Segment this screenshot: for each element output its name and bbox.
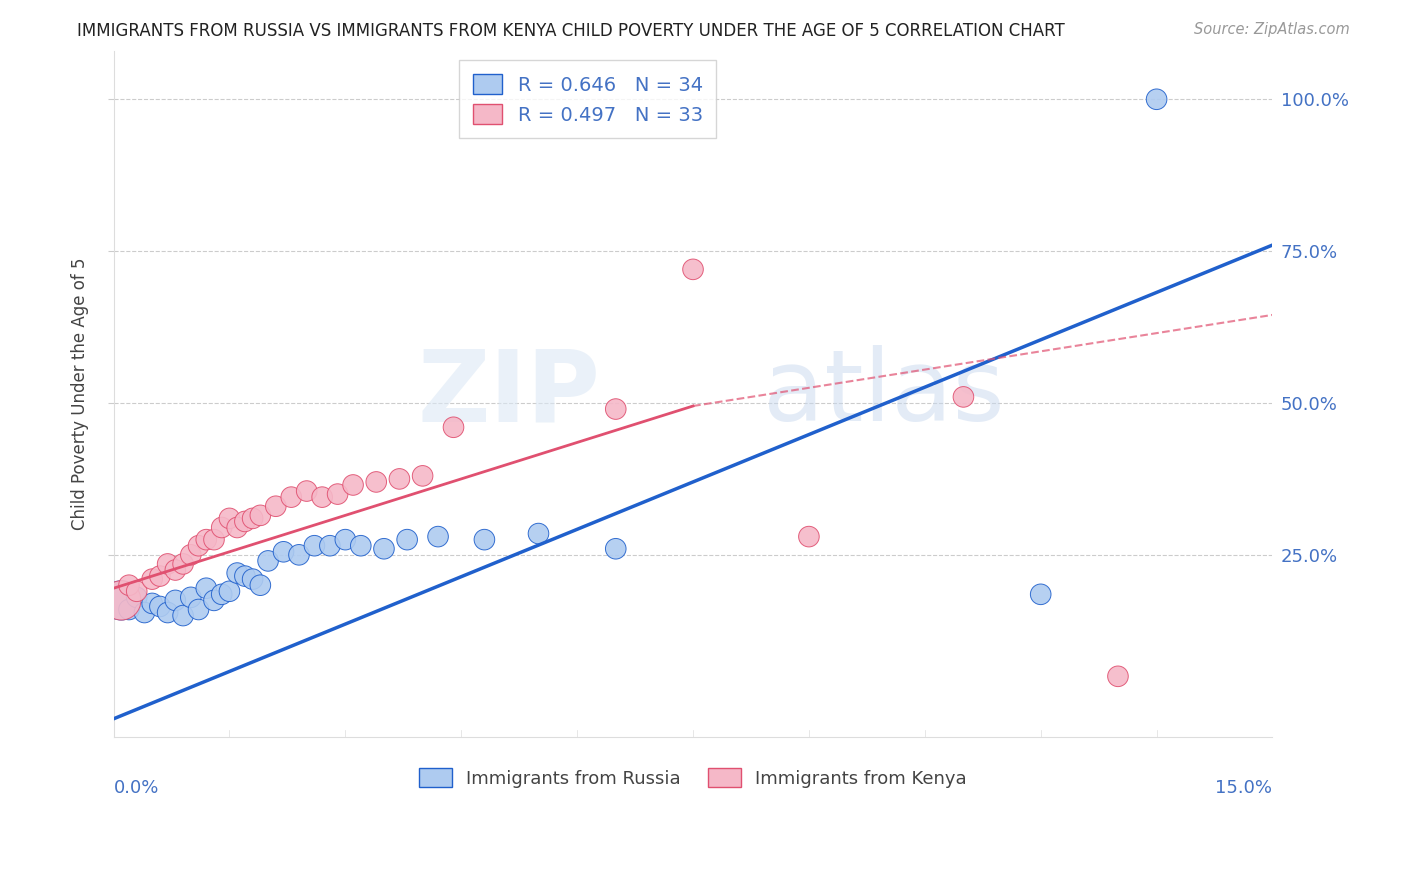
Text: atlas: atlas xyxy=(762,345,1004,442)
Point xyxy=(242,511,264,525)
Legend: R = 0.646   N = 34, R = 0.497   N = 33: R = 0.646 N = 34, R = 0.497 N = 33 xyxy=(460,61,717,138)
Point xyxy=(682,262,704,277)
Point xyxy=(1146,92,1168,106)
Text: Source: ZipAtlas.com: Source: ZipAtlas.com xyxy=(1194,22,1350,37)
Point xyxy=(141,572,163,586)
Point xyxy=(180,591,202,605)
Point xyxy=(172,608,194,623)
Point xyxy=(605,541,627,556)
Point xyxy=(195,533,218,547)
Point xyxy=(125,591,148,605)
Point xyxy=(952,390,974,404)
Point xyxy=(319,539,342,553)
Point xyxy=(366,475,388,489)
Text: 15.0%: 15.0% xyxy=(1215,779,1272,797)
Point xyxy=(149,599,172,614)
Point xyxy=(412,468,434,483)
Point xyxy=(335,533,357,547)
Point xyxy=(195,581,218,595)
Point xyxy=(288,548,311,562)
Point xyxy=(605,402,627,417)
Point xyxy=(311,490,333,504)
Point xyxy=(304,539,326,553)
Point xyxy=(264,500,287,514)
Point xyxy=(165,593,187,607)
Point xyxy=(202,593,225,607)
Point xyxy=(242,572,264,586)
Point xyxy=(226,566,249,580)
Point xyxy=(110,593,132,607)
Text: ZIP: ZIP xyxy=(418,345,600,442)
Point xyxy=(233,569,256,583)
Point xyxy=(388,472,411,486)
Point xyxy=(110,593,132,607)
Point xyxy=(233,515,256,529)
Point xyxy=(249,508,271,523)
Point xyxy=(180,548,202,562)
Point xyxy=(211,587,233,601)
Point xyxy=(134,606,156,620)
Point xyxy=(1029,587,1052,601)
Point xyxy=(118,578,141,592)
Point xyxy=(226,520,249,534)
Point xyxy=(141,596,163,610)
Point xyxy=(273,545,295,559)
Point xyxy=(257,554,280,568)
Point xyxy=(249,578,271,592)
Point xyxy=(443,420,465,434)
Point xyxy=(342,478,364,492)
Point xyxy=(218,511,240,525)
Text: 0.0%: 0.0% xyxy=(114,779,159,797)
Point xyxy=(218,584,240,599)
Point xyxy=(202,533,225,547)
Point xyxy=(211,520,233,534)
Point xyxy=(156,606,179,620)
Point xyxy=(474,533,496,547)
Point xyxy=(797,530,820,544)
Point xyxy=(326,487,349,501)
Point xyxy=(149,569,172,583)
Point xyxy=(396,533,419,547)
Point xyxy=(125,584,148,599)
Point xyxy=(118,602,141,616)
Point xyxy=(280,490,302,504)
Point xyxy=(156,557,179,571)
Point xyxy=(373,541,395,556)
Point xyxy=(350,539,373,553)
Point xyxy=(165,563,187,577)
Point xyxy=(527,526,550,541)
Point xyxy=(172,557,194,571)
Point xyxy=(295,484,318,499)
Y-axis label: Child Poverty Under the Age of 5: Child Poverty Under the Age of 5 xyxy=(72,258,89,530)
Point xyxy=(187,539,209,553)
Point xyxy=(187,602,209,616)
Text: IMMIGRANTS FROM RUSSIA VS IMMIGRANTS FROM KENYA CHILD POVERTY UNDER THE AGE OF 5: IMMIGRANTS FROM RUSSIA VS IMMIGRANTS FRO… xyxy=(77,22,1066,40)
Point xyxy=(1107,669,1129,683)
Point xyxy=(427,530,450,544)
